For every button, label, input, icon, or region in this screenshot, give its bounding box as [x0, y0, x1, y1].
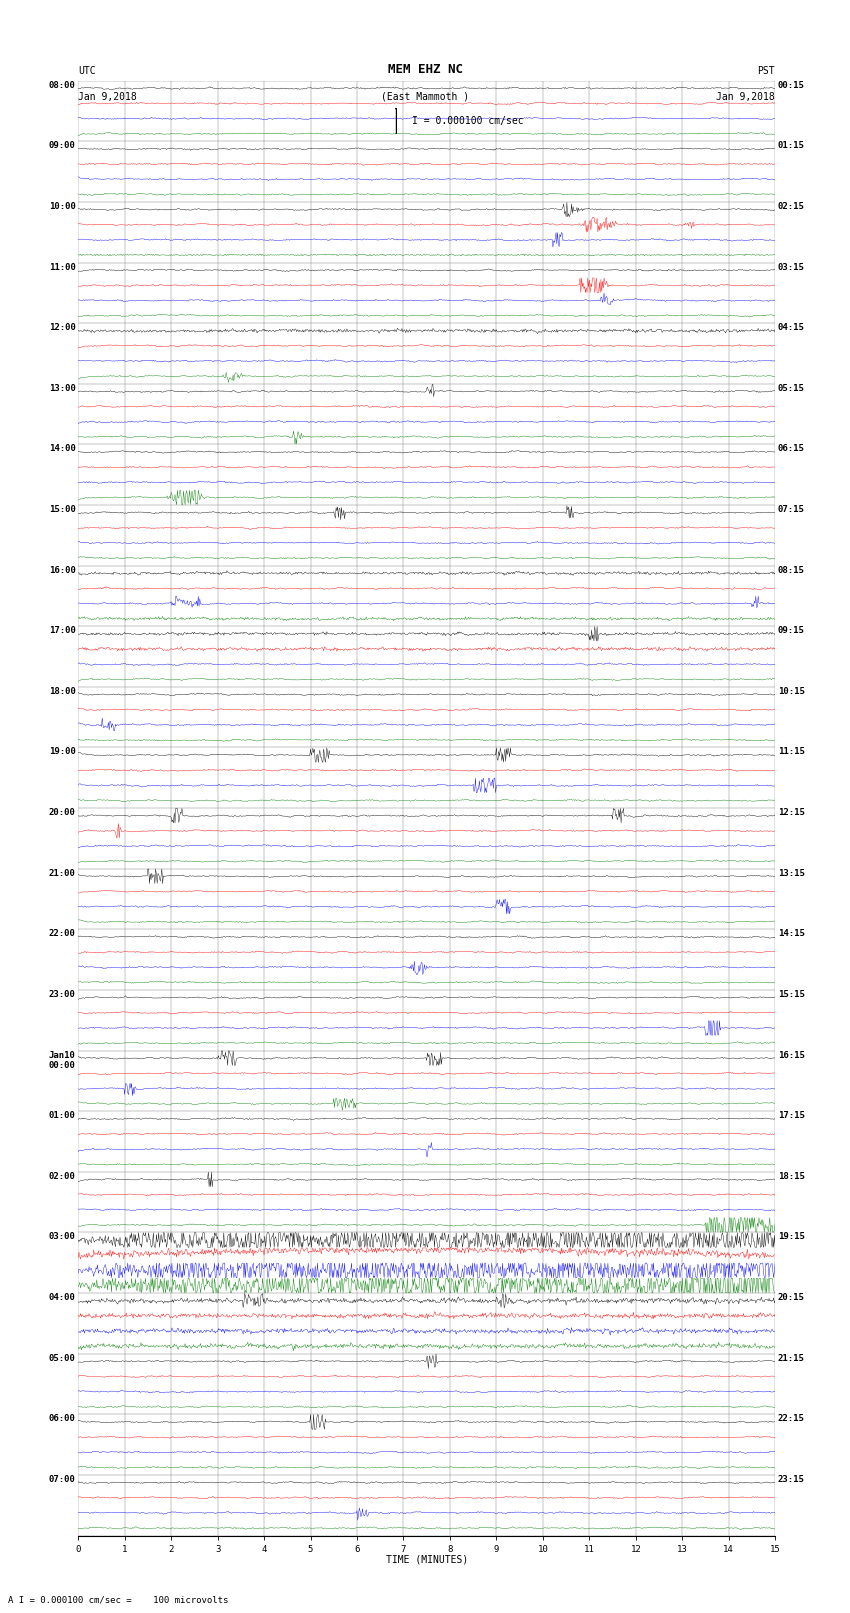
Text: 02:15: 02:15: [778, 202, 805, 211]
Text: 00:15: 00:15: [778, 81, 805, 90]
Text: A I = 0.000100 cm/sec =    100 microvolts: A I = 0.000100 cm/sec = 100 microvolts: [8, 1595, 229, 1605]
Text: I = 0.000100 cm/sec: I = 0.000100 cm/sec: [412, 116, 524, 126]
Text: 19:15: 19:15: [778, 1232, 805, 1242]
Text: 23:00: 23:00: [48, 990, 76, 998]
Text: 13:15: 13:15: [778, 869, 805, 877]
Text: PST: PST: [757, 66, 775, 76]
Text: 14:00: 14:00: [48, 445, 76, 453]
Text: 04:00: 04:00: [48, 1294, 76, 1302]
Text: 06:15: 06:15: [778, 445, 805, 453]
Text: 14:15: 14:15: [778, 929, 805, 939]
Text: 06:00: 06:00: [48, 1415, 76, 1423]
Text: Jan 9,2018: Jan 9,2018: [717, 92, 775, 102]
Text: 17:15: 17:15: [778, 1111, 805, 1119]
Text: 20:15: 20:15: [778, 1294, 805, 1302]
Text: 03:15: 03:15: [778, 263, 805, 271]
Text: 15:00: 15:00: [48, 505, 76, 515]
Text: 13:00: 13:00: [48, 384, 76, 392]
Text: MEM EHZ NC: MEM EHZ NC: [388, 63, 462, 76]
Text: UTC: UTC: [78, 66, 96, 76]
Text: 08:00: 08:00: [48, 81, 76, 90]
Text: 10:15: 10:15: [778, 687, 805, 695]
Text: 11:15: 11:15: [778, 747, 805, 756]
Text: 09:15: 09:15: [778, 626, 805, 636]
Text: (East Mammoth ): (East Mammoth ): [381, 92, 469, 102]
Text: 18:00: 18:00: [48, 687, 76, 695]
Text: 20:00: 20:00: [48, 808, 76, 818]
Text: 02:00: 02:00: [48, 1171, 76, 1181]
Text: 18:15: 18:15: [778, 1171, 805, 1181]
Text: 17:00: 17:00: [48, 626, 76, 636]
Text: 01:00: 01:00: [48, 1111, 76, 1119]
Text: Jan10
00:00: Jan10 00:00: [48, 1050, 76, 1069]
Text: 23:15: 23:15: [778, 1474, 805, 1484]
Text: 16:00: 16:00: [48, 566, 76, 574]
Text: 08:15: 08:15: [778, 566, 805, 574]
Text: 03:00: 03:00: [48, 1232, 76, 1242]
Text: 21:15: 21:15: [778, 1353, 805, 1363]
Text: 07:00: 07:00: [48, 1474, 76, 1484]
X-axis label: TIME (MINUTES): TIME (MINUTES): [386, 1555, 468, 1565]
Text: 21:00: 21:00: [48, 869, 76, 877]
Text: 12:15: 12:15: [778, 808, 805, 818]
Text: 09:00: 09:00: [48, 142, 76, 150]
Text: 16:15: 16:15: [778, 1050, 805, 1060]
Text: 22:15: 22:15: [778, 1415, 805, 1423]
Text: 19:00: 19:00: [48, 747, 76, 756]
Text: 07:15: 07:15: [778, 505, 805, 515]
Text: 05:15: 05:15: [778, 384, 805, 392]
Text: 04:15: 04:15: [778, 323, 805, 332]
Text: 11:00: 11:00: [48, 263, 76, 271]
Text: 05:00: 05:00: [48, 1353, 76, 1363]
Text: 01:15: 01:15: [778, 142, 805, 150]
Text: Jan 9,2018: Jan 9,2018: [78, 92, 137, 102]
Text: 15:15: 15:15: [778, 990, 805, 998]
Text: 12:00: 12:00: [48, 323, 76, 332]
Text: 22:00: 22:00: [48, 929, 76, 939]
Text: 10:00: 10:00: [48, 202, 76, 211]
